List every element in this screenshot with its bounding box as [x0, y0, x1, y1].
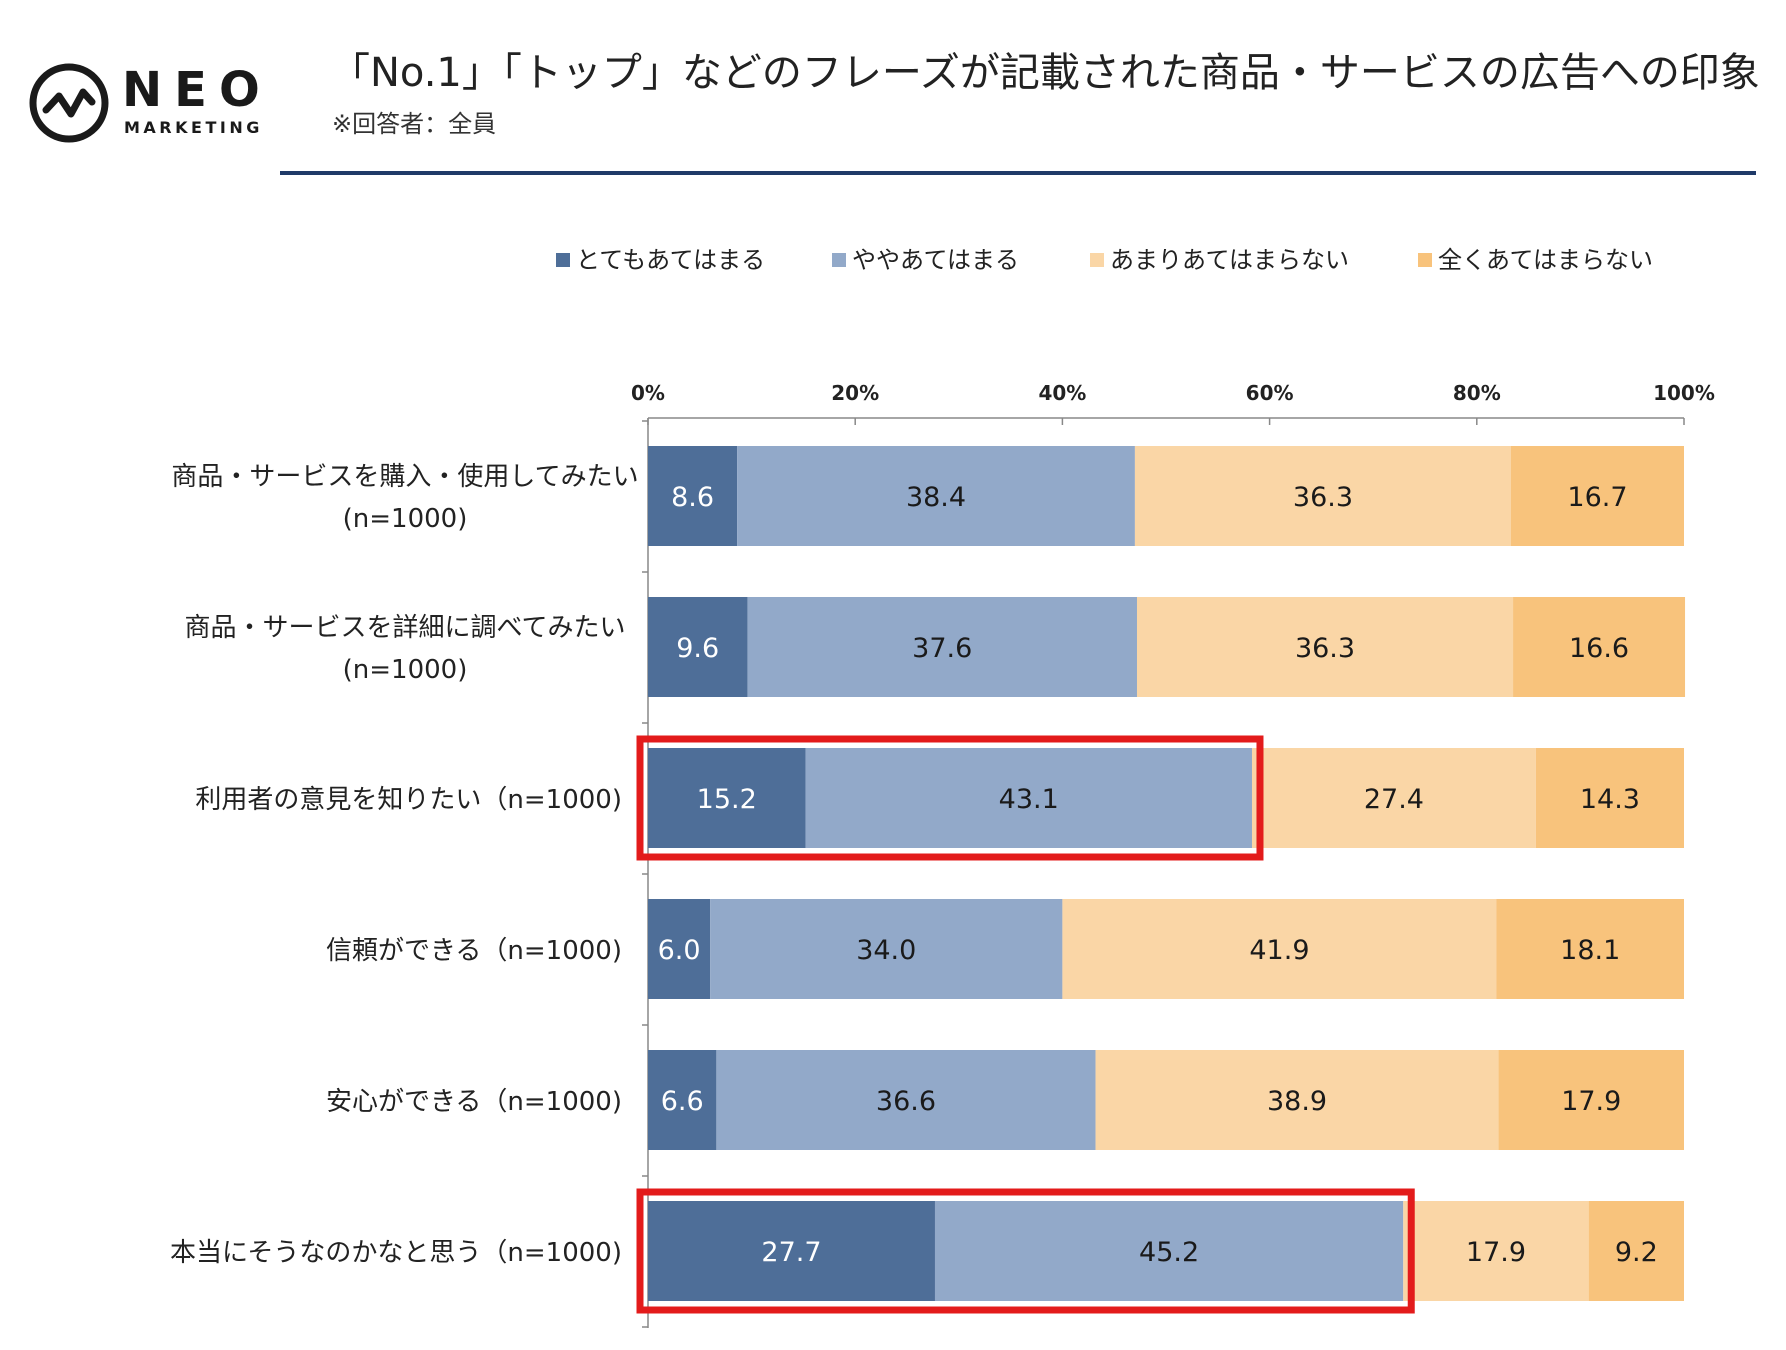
category-label: 本当にそうなのかなと思う（n=1000): [170, 1238, 622, 1268]
data-label: 36.3: [1295, 633, 1355, 664]
data-label: 14.3: [1580, 784, 1640, 815]
legend-label: とてもあてはまる: [576, 246, 765, 274]
bar-segment: [648, 597, 748, 697]
highlight-box: [636, 1188, 1415, 1314]
bar-segment: [1136, 597, 1514, 697]
data-label: 37.6: [912, 633, 972, 664]
data-label: 38.9: [1267, 1086, 1327, 1117]
legend-label: 全くあてはまらない: [1438, 246, 1653, 274]
data-label: 6.0: [658, 935, 701, 966]
category-labels: 商品・サービスを購入・使用してみたい (n=1000) 商品・サービスを詳細に調べて…: [170, 462, 639, 1268]
header-divider: [280, 171, 1756, 175]
data-label: 17.9: [1561, 1086, 1621, 1117]
page-title: 「No.1」「トップ」などのフレーズが記載された商品・サービスの広告への印象: [330, 50, 1760, 96]
bar-segment: [1062, 899, 1497, 999]
x-tick-label: 60%: [1246, 381, 1294, 405]
legend-swatch: [1090, 253, 1104, 267]
logo-wordmark: NEO: [122, 62, 272, 118]
neo-marketing-logo: NEO MARKETING: [26, 58, 276, 158]
bar-segment: [1134, 446, 1511, 546]
x-tick-label: 40%: [1038, 381, 1086, 405]
x-tick-label: 100%: [1653, 381, 1715, 405]
category-label: (n=1000): [343, 504, 468, 534]
data-label: 17.9: [1466, 1237, 1526, 1268]
data-label: 6.6: [661, 1086, 704, 1117]
data-label: 15.2: [697, 784, 757, 815]
bar-segment: [1588, 1201, 1684, 1301]
bar-segment: [648, 1050, 717, 1150]
bar-segment: [1403, 1201, 1589, 1301]
legend-label: ややあてはまる: [852, 246, 1019, 274]
data-label: 9.2: [1615, 1237, 1658, 1268]
x-tick-label: 80%: [1453, 381, 1501, 405]
data-label: 27.4: [1364, 784, 1424, 815]
data-label: 27.7: [761, 1237, 821, 1268]
bar-segment: [747, 597, 1137, 697]
bar-segment: [737, 446, 1135, 546]
data-label: 41.9: [1249, 935, 1309, 966]
highlight-boxes: [636, 735, 1415, 1314]
category-label: 信頼ができる（n=1000): [326, 936, 622, 966]
bar-segment: [1496, 899, 1684, 999]
bar-segment: [1510, 446, 1684, 546]
bar-segment: [648, 748, 806, 848]
x-tick-label: 0%: [631, 381, 665, 405]
bar-segment: [1498, 1050, 1684, 1150]
x-tick-label: 20%: [831, 381, 879, 405]
logo-mark-icon: [29, 63, 109, 143]
bar-groups: 8.6 38.4 36.3 16.7 9.6 37.6 36.3 16.6 15.2 43.1 27…: [648, 446, 1686, 1301]
bar-segment: [716, 1050, 1096, 1150]
bar-segment: [648, 446, 738, 546]
legend-swatch: [1418, 253, 1432, 267]
data-label: 45.2: [1139, 1237, 1199, 1268]
data-label: 36.6: [876, 1086, 936, 1117]
bar-segment: [1513, 597, 1686, 697]
bar-segment: [805, 748, 1252, 848]
data-label: 18.1: [1560, 935, 1620, 966]
data-label: 9.6: [676, 633, 719, 664]
category-label: 商品・サービスを詳細に調べてみたい: [185, 613, 626, 643]
category-label: 商品・サービスを購入・使用してみたい: [171, 462, 638, 492]
highlight-box: [636, 735, 1264, 861]
bar-segment: [1535, 748, 1684, 848]
legend-label: あまりあてはまらない: [1110, 246, 1349, 274]
page-subtitle: ※回答者：全員: [332, 110, 497, 138]
bar-segment: [648, 899, 711, 999]
chart-legend: とてもあてはまる ややあてはまる あまりあてはまらない 全くあてはまらない: [556, 246, 1653, 274]
legend-swatch: [832, 253, 846, 267]
data-label: 16.6: [1569, 633, 1629, 664]
data-label: 38.4: [906, 482, 966, 513]
data-label: 16.7: [1567, 482, 1627, 513]
category-label: (n=1000): [343, 655, 468, 685]
bar-segment: [648, 1201, 935, 1301]
data-label: 34.0: [856, 935, 916, 966]
legend-swatch: [556, 253, 570, 267]
data-label: 43.1: [999, 784, 1059, 815]
category-label: 利用者の意見を知りたい（n=1000): [195, 785, 622, 815]
category-label: 安心ができる（n=1000): [326, 1087, 622, 1117]
bar-segment: [710, 899, 1063, 999]
data-label: 36.3: [1293, 482, 1353, 513]
bar-segment: [1251, 748, 1536, 848]
bar-segment: [1095, 1050, 1499, 1150]
logo-subtext: MARKETING: [124, 118, 263, 137]
data-label: 8.6: [671, 482, 714, 513]
bar-segment: [934, 1201, 1404, 1301]
axis-ticks: 0% 20% 40% 60% 80% 100%: [631, 381, 1715, 1328]
